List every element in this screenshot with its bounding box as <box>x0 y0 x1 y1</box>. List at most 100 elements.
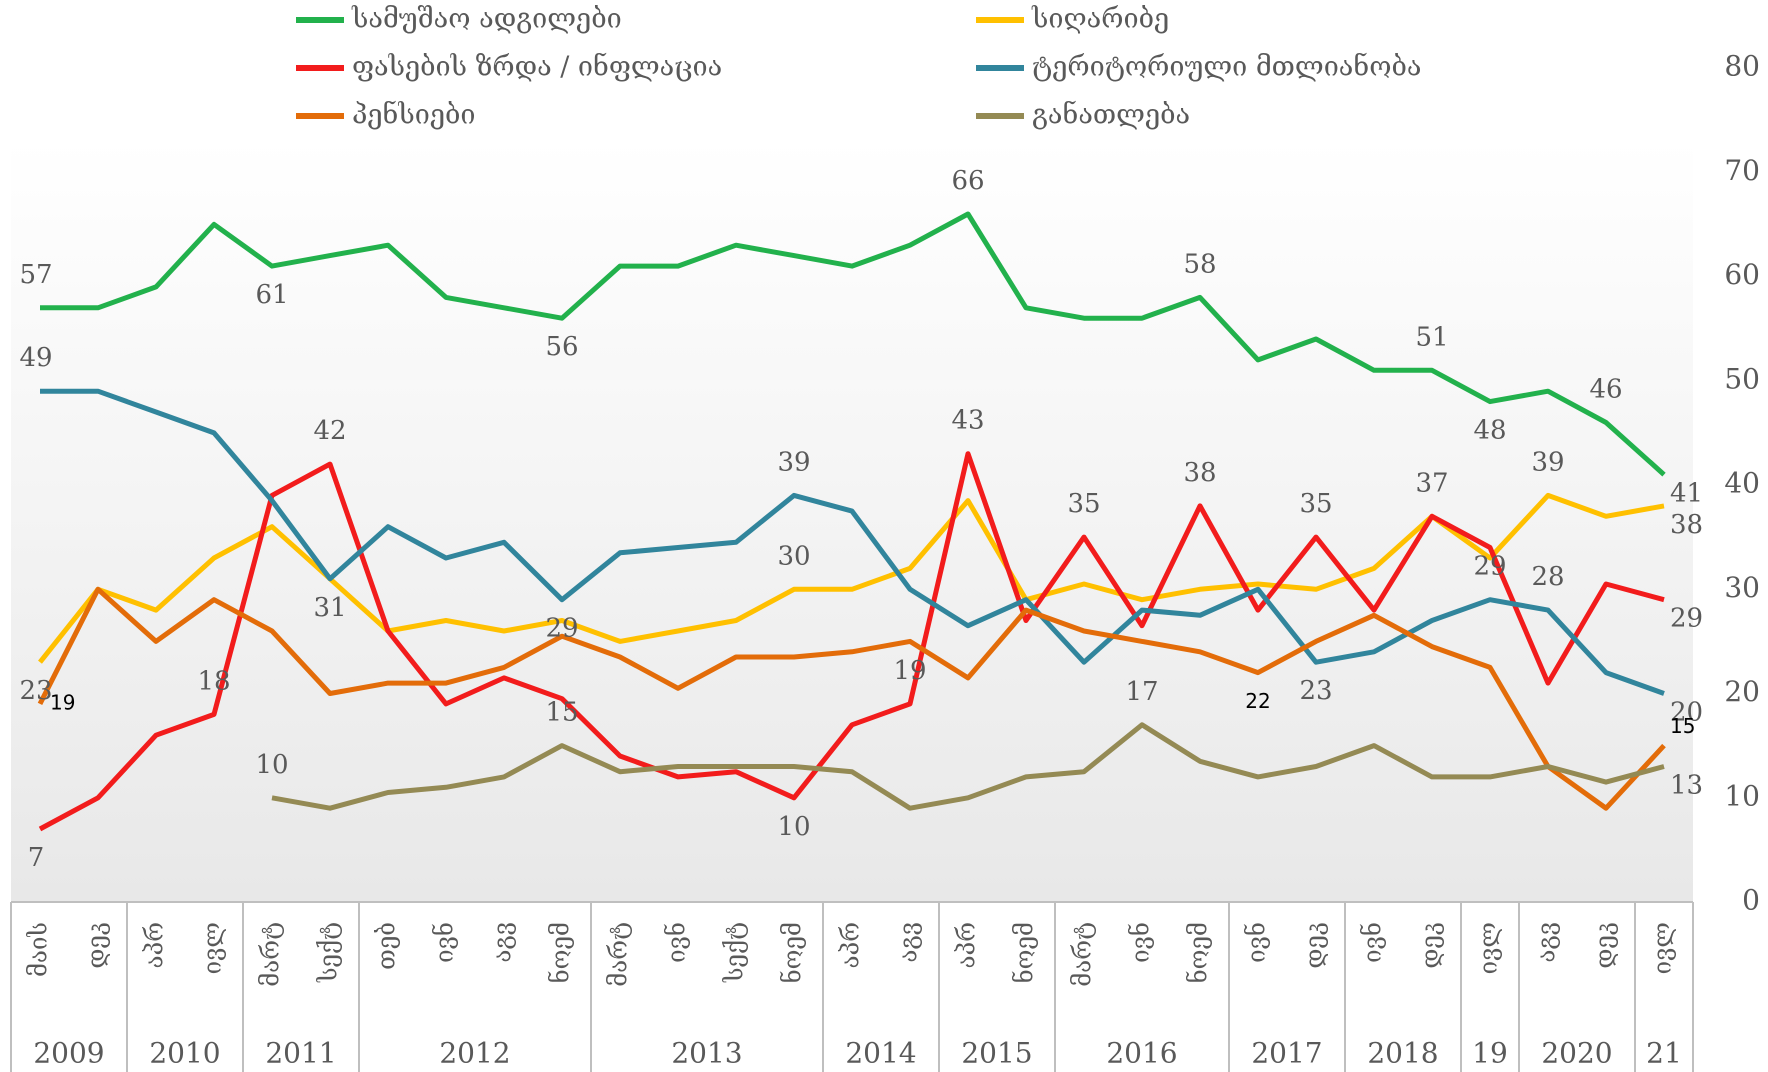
x-tick-label: ნოემ <box>1185 922 1213 983</box>
x-tick-label: აგვ <box>895 922 923 963</box>
data-label: 29 <box>1670 604 1703 634</box>
data-label: 51 <box>1415 322 1448 352</box>
x-tick-label: ივნ <box>1243 922 1271 963</box>
data-label: 23 <box>19 676 52 706</box>
data-label: 61 <box>255 280 288 310</box>
data-label: 15 <box>545 698 578 728</box>
legend-label: განათლება <box>1032 100 1190 131</box>
y-tick-label: 80 <box>1724 50 1760 83</box>
x-tick-label: ივნ <box>1359 922 1387 963</box>
x-tick-label: ივნ <box>1127 922 1155 963</box>
x-tick-label: მარტ <box>1069 922 1097 987</box>
year-label: 2016 <box>1106 1037 1177 1070</box>
data-label: 38 <box>1183 458 1216 488</box>
series-line <box>38 451 1665 832</box>
x-tick-label: მაის <box>25 922 53 977</box>
series-line <box>38 492 1665 664</box>
data-label: 31 <box>313 593 346 623</box>
year-label: 19 <box>1472 1037 1508 1070</box>
y-tick-label: 60 <box>1724 258 1760 291</box>
year-label: 2012 <box>439 1037 510 1070</box>
x-tick-label: ნოემ <box>779 922 807 983</box>
series-line <box>37 586 1666 811</box>
x-tick-label: მარტ <box>605 922 633 987</box>
x-tick-label: აგვ <box>489 922 517 963</box>
data-label: 28 <box>1531 562 1564 592</box>
data-label: 17 <box>1125 677 1158 707</box>
x-tick-label: აპრ <box>141 922 169 968</box>
data-label: 20 <box>1670 698 1703 728</box>
x-tick-label: აპრ <box>953 922 981 968</box>
data-label: 46 <box>1589 374 1622 404</box>
y-tick-label: 40 <box>1724 467 1760 500</box>
data-label: 18 <box>197 666 230 696</box>
y-tick-label: 70 <box>1724 154 1760 187</box>
year-label: 2009 <box>33 1037 104 1070</box>
y-tick-label: 0 <box>1742 884 1760 917</box>
series-line <box>271 722 1665 811</box>
data-label: 58 <box>1183 249 1216 279</box>
year-label: 2011 <box>265 1037 336 1070</box>
legend-label: ფასების ზრდა / ინფლაცია <box>352 52 722 83</box>
x-tick-label: დეკ <box>1301 922 1329 969</box>
data-label: 30 <box>777 541 810 571</box>
data-label: 15 <box>1670 714 1695 738</box>
data-label: 66 <box>951 166 984 196</box>
data-label: 39 <box>777 447 810 477</box>
x-tick-label: ივნ <box>431 922 459 963</box>
data-label: 29 <box>545 614 578 644</box>
data-label: 13 <box>1670 770 1703 800</box>
x-tick-label: ივლ <box>1475 922 1503 974</box>
legend-label: სიღარიბე <box>1031 4 1169 35</box>
data-label: 22 <box>1245 689 1270 713</box>
data-label: 35 <box>1299 489 1332 519</box>
data-label: 19 <box>893 656 926 686</box>
data-label: 29 <box>1473 552 1506 582</box>
data-label: 10 <box>777 812 810 842</box>
year-label: 21 <box>1646 1037 1682 1070</box>
y-tick-label: 10 <box>1724 779 1760 812</box>
x-tick-label: სექტ <box>721 922 749 983</box>
y-tick-label: 50 <box>1724 362 1760 395</box>
legend-label: სამუშაო ადგილები <box>351 4 622 35</box>
x-tick-label: აპრ <box>837 922 865 968</box>
data-label: 48 <box>1473 416 1506 446</box>
x-tick-label: ივნ <box>663 922 691 963</box>
x-tick-label: ივლ <box>1649 922 1677 974</box>
x-tick-label: აგვ <box>1533 922 1561 963</box>
x-tick-label: თებ <box>373 922 401 970</box>
x-tick-label: მარტ <box>257 922 285 987</box>
legend-label: პენსიები <box>352 100 476 131</box>
data-label: 10 <box>255 750 288 780</box>
series-line <box>40 211 1666 477</box>
data-label: 41 <box>1670 479 1703 509</box>
x-tick-label: დეკ <box>1417 922 1445 969</box>
data-label: 7 <box>28 843 45 873</box>
data-label: 56 <box>545 332 578 362</box>
x-tick-label: ივლ <box>199 922 227 974</box>
data-label: 35 <box>1067 489 1100 519</box>
data-label: 49 <box>19 343 52 373</box>
x-tick-label: სექტ <box>315 922 343 983</box>
data-label: 19 <box>50 690 75 714</box>
series-line <box>40 388 1665 696</box>
data-label: 57 <box>19 260 52 290</box>
x-tick-label: დეკ <box>1591 922 1619 969</box>
y-tick-label: 30 <box>1724 571 1760 604</box>
data-label: 39 <box>1531 447 1564 477</box>
x-tick-label: ნოემ <box>547 922 575 983</box>
y-tick-label: 20 <box>1724 675 1760 708</box>
year-label: 2017 <box>1251 1037 1322 1070</box>
data-label: 23 <box>1299 676 1332 706</box>
year-label: 2020 <box>1541 1037 1612 1070</box>
year-label: 2014 <box>845 1037 916 1070</box>
data-label: 43 <box>951 406 984 436</box>
year-label: 2015 <box>961 1037 1032 1070</box>
data-label: 38 <box>1670 510 1703 540</box>
year-label: 2018 <box>1367 1037 1438 1070</box>
x-tick-label: დეკ <box>83 922 111 969</box>
x-tick-label: ნოემ <box>1011 922 1039 983</box>
data-label: 37 <box>1415 468 1448 498</box>
legend-label: ტერიტორიული მთლიანობა <box>1032 52 1422 83</box>
